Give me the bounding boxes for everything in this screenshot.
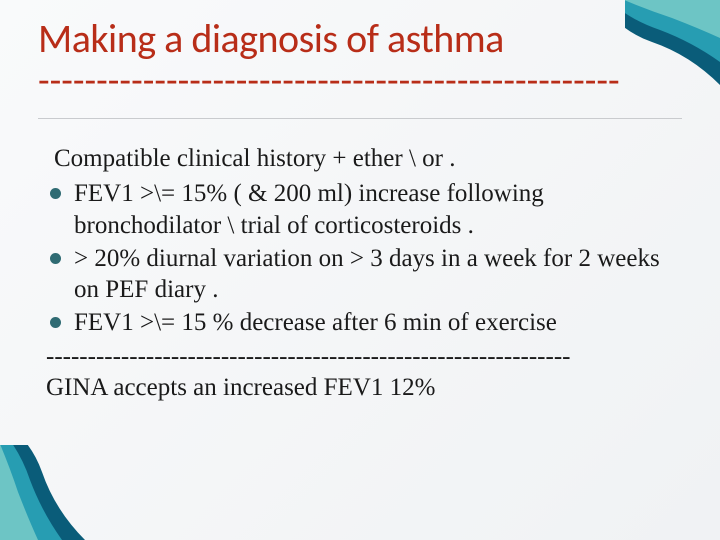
- intro-line: Compatible clinical history + ether \ or…: [54, 143, 682, 174]
- list-item: FEV1 >\= 15 % decrease after 6 min of ex…: [46, 307, 682, 338]
- title-block: Making a diagnosis of asthma -----------…: [38, 18, 682, 119]
- slide-container: Making a diagnosis of asthma -----------…: [0, 0, 720, 540]
- list-item: FEV1 >\= 15% ( & 200 ml) increase follow…: [46, 178, 682, 241]
- bullet-list: FEV1 >\= 15% ( & 200 ml) increase follow…: [46, 178, 682, 338]
- body-area: Compatible clinical history + ether \ or…: [38, 143, 682, 403]
- slide-title: Making a diagnosis of asthma: [38, 18, 682, 60]
- list-item: > 20% diurnal variation on > 3 days in a…: [46, 243, 682, 306]
- gina-line: GINA accepts an increased FEV1 12%: [46, 372, 682, 403]
- title-dashes: ----------------------------------------…: [38, 62, 682, 100]
- separator-dashes: ----------------------------------------…: [46, 341, 682, 372]
